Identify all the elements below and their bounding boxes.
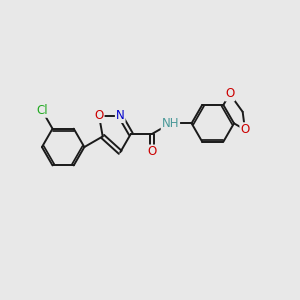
Text: O: O — [225, 88, 234, 100]
Text: O: O — [94, 109, 103, 122]
Text: O: O — [147, 146, 157, 158]
Text: Cl: Cl — [36, 104, 48, 117]
Text: NH: NH — [162, 117, 179, 130]
Text: O: O — [240, 123, 250, 136]
Text: N: N — [116, 109, 124, 122]
